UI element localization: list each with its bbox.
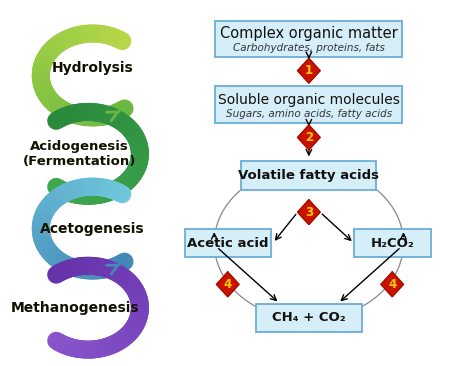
Text: Carbohydrates, proteins, fats: Carbohydrates, proteins, fats <box>233 43 385 53</box>
Text: H₂CO₂: H₂CO₂ <box>370 237 414 250</box>
Text: 2: 2 <box>305 131 313 144</box>
Text: 1: 1 <box>305 64 313 77</box>
Text: 4: 4 <box>388 278 396 291</box>
FancyBboxPatch shape <box>256 304 362 332</box>
Text: Soluble organic molecules: Soluble organic molecules <box>218 93 400 107</box>
FancyBboxPatch shape <box>215 21 402 57</box>
Text: CH₄ + CO₂: CH₄ + CO₂ <box>272 311 346 324</box>
Polygon shape <box>381 272 403 297</box>
Text: Hydrolysis: Hydrolysis <box>52 61 134 75</box>
FancyBboxPatch shape <box>241 161 376 190</box>
FancyBboxPatch shape <box>354 229 430 257</box>
Text: Sugars, amino acids, fatty acids: Sugars, amino acids, fatty acids <box>226 109 392 119</box>
Text: 3: 3 <box>305 206 313 219</box>
Text: Volatile fatty acids: Volatile fatty acids <box>238 169 379 182</box>
Text: Methanogenesis: Methanogenesis <box>10 301 139 315</box>
Text: Acidogenesis
(Fermentation): Acidogenesis (Fermentation) <box>22 140 136 168</box>
Polygon shape <box>298 200 320 225</box>
Text: Acetogenesis: Acetogenesis <box>40 221 145 236</box>
Text: Complex organic matter: Complex organic matter <box>220 26 398 41</box>
FancyBboxPatch shape <box>185 229 271 257</box>
Polygon shape <box>298 125 320 150</box>
Text: Acetic acid: Acetic acid <box>187 237 268 250</box>
Polygon shape <box>217 272 239 297</box>
Polygon shape <box>298 58 320 83</box>
FancyBboxPatch shape <box>215 86 402 123</box>
Text: 4: 4 <box>224 278 232 291</box>
